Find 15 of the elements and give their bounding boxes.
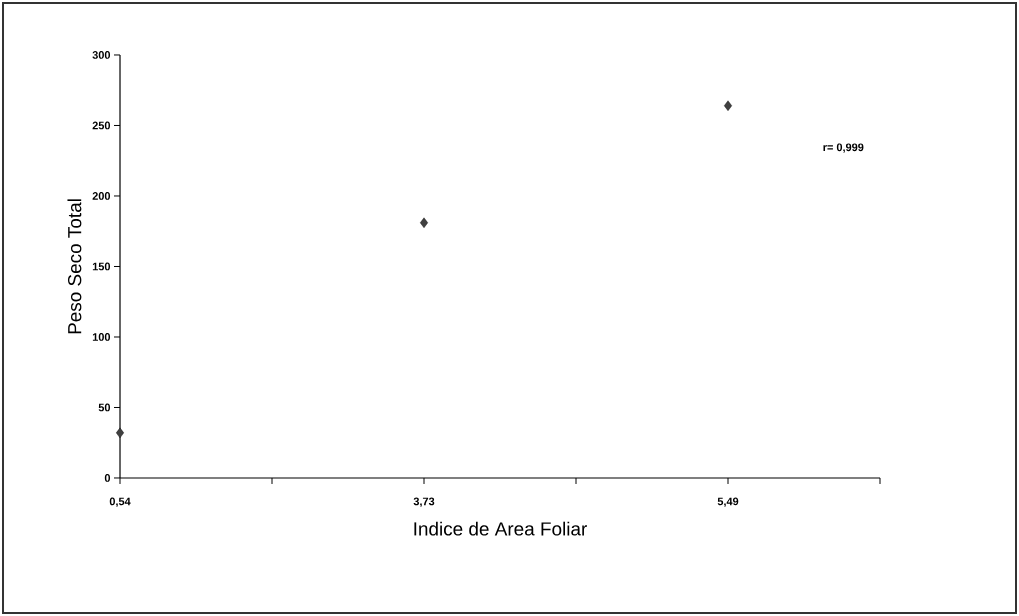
y-tick-label: 100 (92, 333, 111, 341)
y-tick-label: 250 (92, 121, 111, 130)
y-axis-title: Peso Seco Total (67, 199, 82, 334)
y-tick-label: 300 (92, 51, 111, 59)
x-tick-label: 0,54 (109, 497, 131, 507)
y-tick-label: 150 (92, 262, 111, 271)
point (724, 100, 732, 111)
x-tick-label: 3,73 (413, 497, 435, 507)
y-tick-label: 50 (98, 403, 111, 412)
point (420, 217, 428, 228)
x-axis-title: Indice de Area Foliar (414, 521, 587, 536)
y-tick-label: 200 (92, 192, 111, 200)
y-tick-label: 0 (104, 474, 111, 482)
annotation: r= 0,999 (823, 143, 864, 153)
x-tick-label: 5,49 (717, 497, 739, 507)
